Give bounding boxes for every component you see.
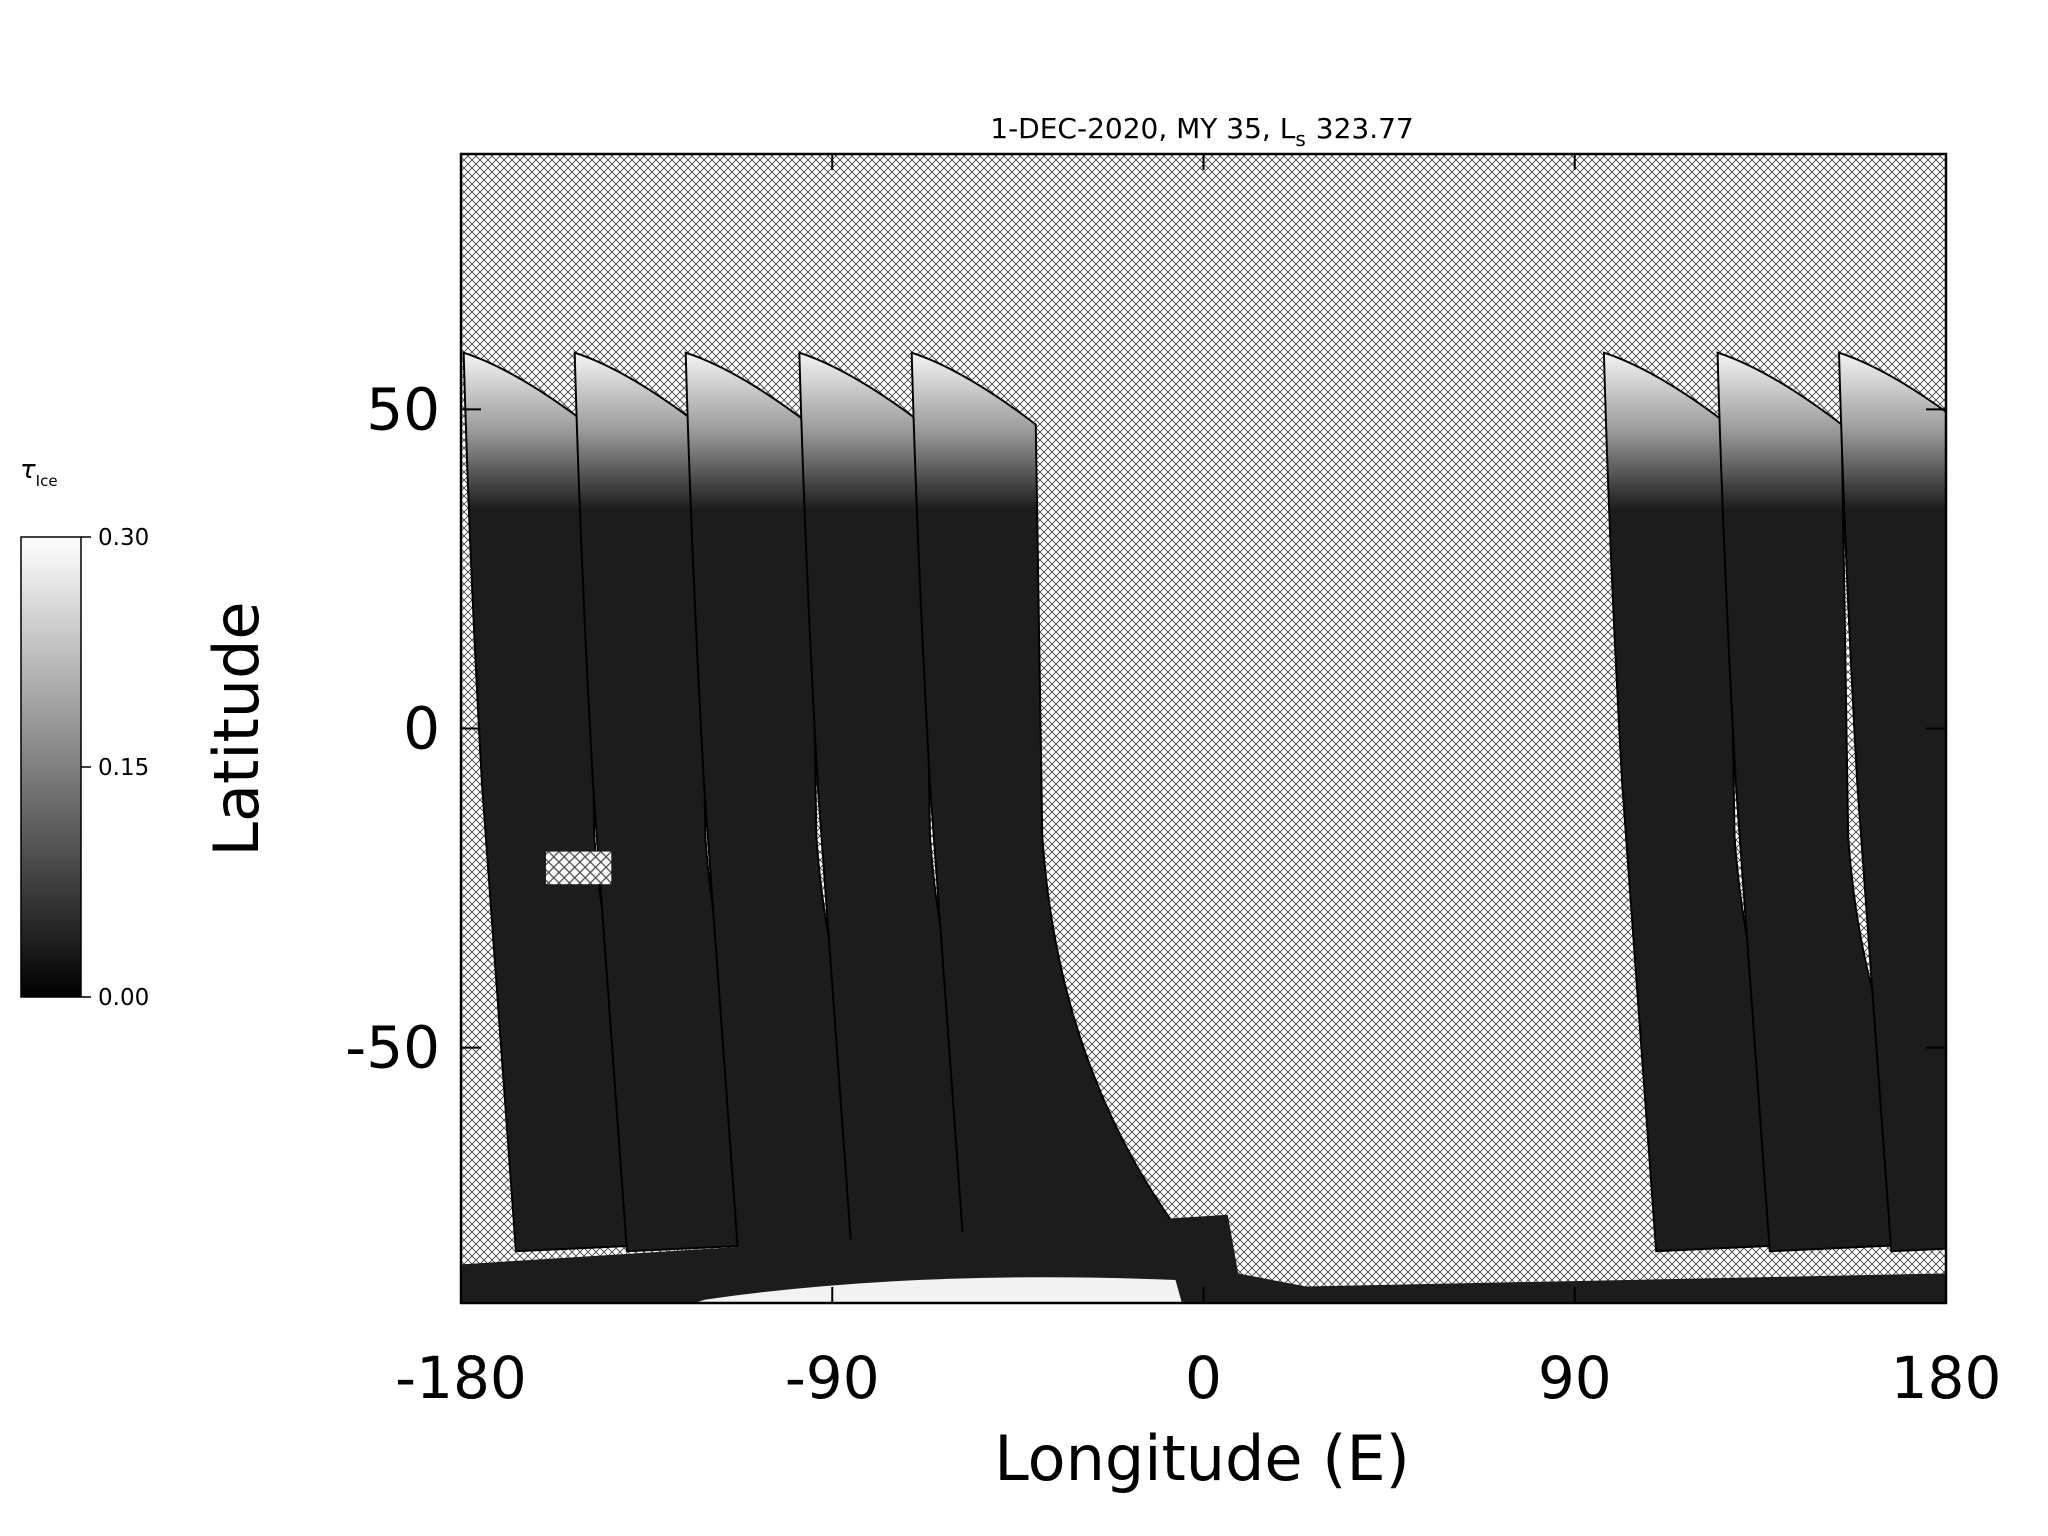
y-tick-label: -50 bbox=[345, 1014, 440, 1082]
x-tick-label: 180 bbox=[1891, 1344, 2002, 1412]
polar-ice bbox=[693, 1277, 1182, 1303]
swath bbox=[910, 351, 1188, 1253]
polar-band bbox=[461, 1214, 1946, 1303]
y-tick-label: 50 bbox=[366, 375, 440, 443]
chart-title: 1-DEC-2020, MY 35, Ls 323.77 bbox=[990, 112, 1413, 151]
colorbar-tick-label: 0.15 bbox=[98, 755, 149, 781]
colorbar-label: τIce bbox=[20, 455, 58, 490]
x-tick-label: -180 bbox=[395, 1344, 527, 1412]
x-tick-label: 90 bbox=[1538, 1344, 1612, 1412]
colorbar-tick-label: 0.00 bbox=[98, 985, 149, 1011]
x-tick-label: -90 bbox=[785, 1344, 880, 1412]
gap bbox=[545, 851, 612, 885]
swath-layer bbox=[461, 351, 1946, 1303]
y-tick-label: 0 bbox=[403, 695, 440, 763]
x-axis-label: Longitude (E) bbox=[994, 1422, 1410, 1495]
colorbar-tick-label: 0.30 bbox=[98, 525, 149, 551]
x-tick-label: 0 bbox=[1185, 1344, 1222, 1412]
swath bbox=[1838, 351, 1946, 1253]
y-axis-label: Latitude bbox=[200, 601, 273, 856]
colorbar bbox=[20, 536, 82, 998]
swaths bbox=[461, 351, 1946, 1303]
